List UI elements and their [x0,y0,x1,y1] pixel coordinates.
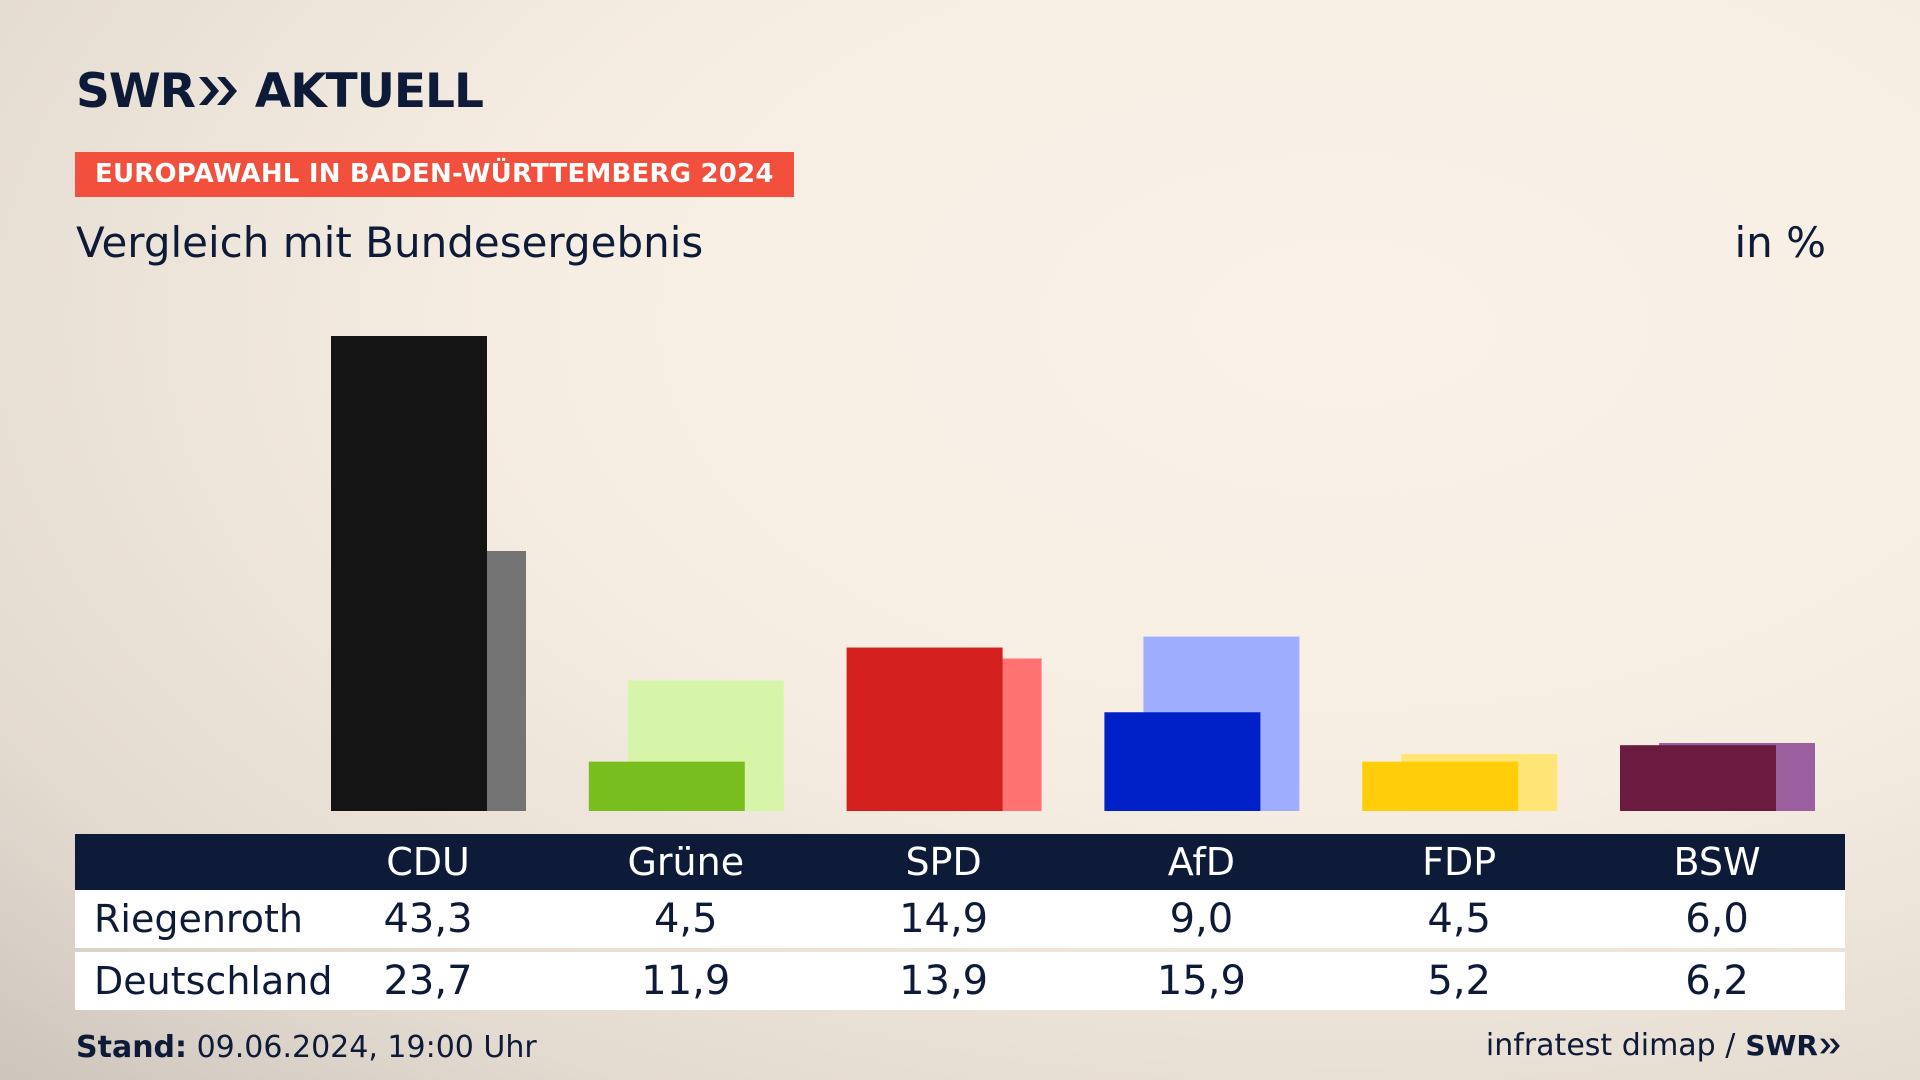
stand-value: 09.06.2024, 19:00 Uhr [187,1030,537,1065]
stand-timestamp: Stand: 09.06.2024, 19:00 Uhr [76,1030,537,1065]
table-cell: 43,3 [383,896,473,942]
row-label: Riegenroth [94,897,303,941]
chart-subtitle: Vergleich mit Bundesergebnis [76,218,704,267]
double-chevron-icon [198,77,237,105]
bar-riegenroth-bsw [1620,745,1776,811]
logo-aktuell-text: AKTUELL [254,63,484,119]
column-header-grüne: Grüne [627,840,745,884]
table-cell: 4,5 [653,896,718,942]
table-cell: 5,2 [1427,958,1491,1004]
table-cell: 13,9 [899,958,989,1004]
table-cell: 15,9 [1156,958,1246,1004]
bar-riegenroth-fdp [1362,761,1519,811]
table-cell: 4,5 [1427,896,1491,942]
column-header-cdu: CDU [386,840,470,884]
table-cell: 14,9 [899,896,989,942]
bar-riegenroth-spd [846,647,1003,811]
results-table: CDU Grüne SPD AfD FDP BSW Riegenroth 43,3 4,5 1… [75,834,1845,1010]
table-cell: 6,0 [1685,896,1749,942]
bar-riegenroth-grüne [588,761,745,811]
column-header-spd: SPD [905,840,982,884]
column-header-bsw: BSW [1673,840,1761,884]
bar-riegenroth-afd [1104,712,1261,811]
table-row-riegenroth: Riegenroth 43,3 4,5 14,9 9,0 4,5 6,0 [75,890,1845,948]
table-header-row: CDU Grüne SPD AfD FDP BSW [75,834,1845,890]
column-header-fdp: FDP [1422,840,1497,884]
bar-riegenroth-cdu [331,336,487,811]
source-credit: infratest dimap / SWR [1486,1028,1842,1063]
double-chevron-icon [1820,1038,1840,1053]
table-cell: 6,2 [1685,958,1749,1004]
unit-label: in % [1734,218,1826,267]
source-text: infratest dimap / [1485,1028,1736,1063]
election-badge: EUROPAWAHL IN BADEN-WÜRTTEMBERG 2024 [75,152,794,197]
footer-brand: SWR [1745,1029,1818,1062]
table-cell: 9,0 [1169,896,1234,942]
stand-label: Stand: [76,1030,188,1065]
table-cell: 11,9 [641,958,731,1004]
bar-chart [331,336,1815,811]
logo-swr-text: SWR [76,63,196,119]
row-label: Deutschland [94,959,333,1003]
swr-aktuell-logo: SWR AKTUELL [76,63,484,119]
table-cell: 23,7 [383,958,473,1004]
table-row-deutschland: Deutschland 23,7 11,9 13,9 15,9 5,2 6,2 [75,952,1845,1010]
column-header-afd: AfD [1167,840,1236,884]
